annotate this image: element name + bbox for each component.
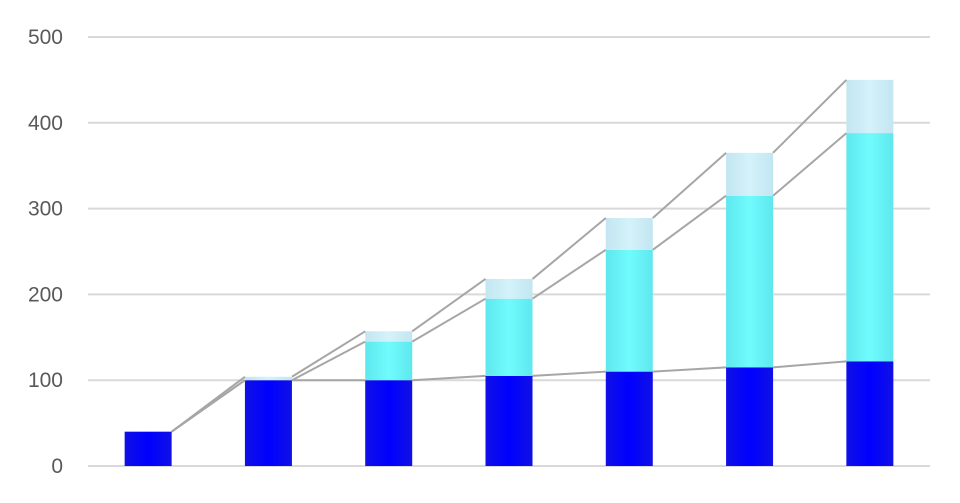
y-tick-label-300: 300 [28,198,63,221]
y-tick-label-200: 200 [28,283,63,306]
bar-series3-7 [846,79,894,134]
bar-series3-2 [244,376,292,381]
bar-series1-3 [365,380,413,466]
bars [124,79,894,466]
y-tick-label-100: 100 [28,369,63,392]
bar-series2-7 [846,133,894,362]
bar-series1-5 [605,371,653,466]
bar-series2-3 [365,341,413,381]
bar-series1-1 [124,431,172,466]
bar-series3-3 [365,331,413,342]
bar-series1-2 [244,380,292,466]
y-tick-label-400: 400 [28,112,63,135]
connector-lines [171,79,848,433]
y-tick-label-500: 500 [28,26,63,49]
bar-series3-5 [605,218,653,250]
bar-series3-6 [726,152,774,196]
bar-series1-7 [846,361,894,466]
y-axis-tick-labels: 0 100 200 300 400 500 [28,26,63,478]
bar-series1-6 [726,367,774,466]
bar-series2-5 [605,249,653,372]
bar-series2-6 [726,195,774,368]
bar-series1-4 [485,375,533,466]
connector-line-series2 [171,132,848,433]
connector-line-series3 [171,79,848,433]
bar-series2-4 [485,298,533,376]
y-tick-label-0: 0 [51,455,63,478]
bar-series3-4 [485,278,533,299]
